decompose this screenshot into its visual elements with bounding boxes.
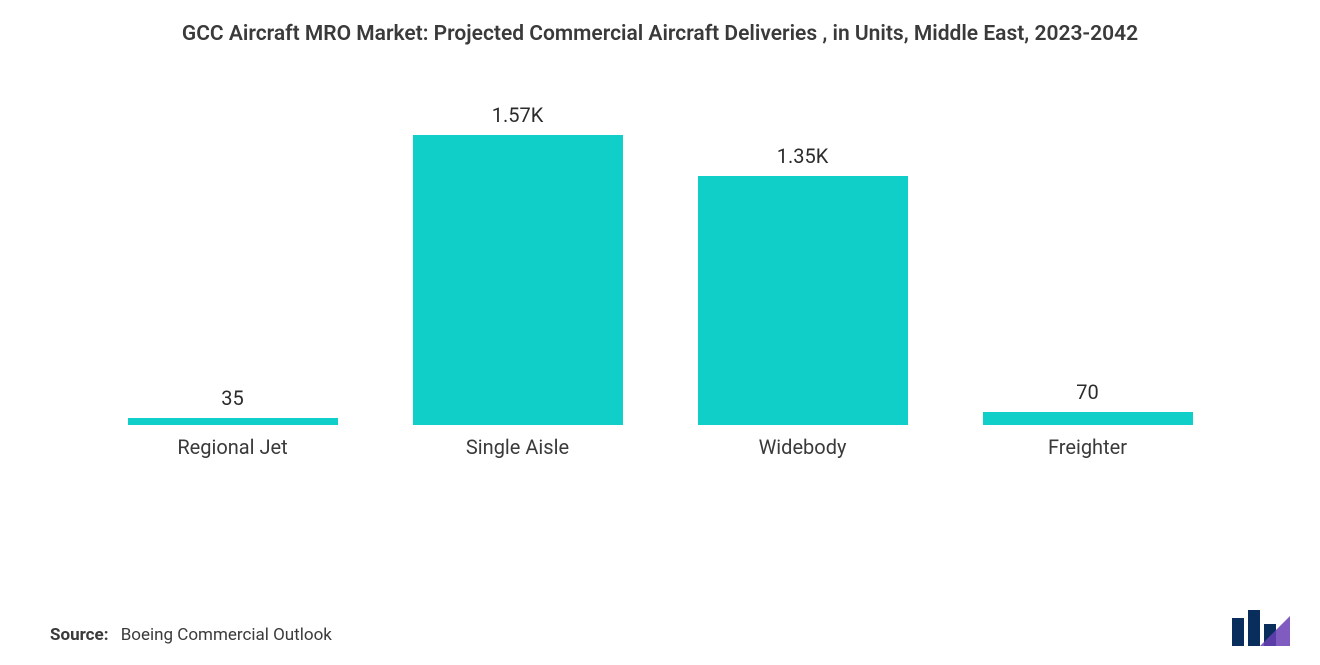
bar-rect [128,418,338,425]
source-line: Source: Boeing Commercial Outlook [50,625,332,645]
bar-group-widebody: 1.35K Widebody [695,89,910,459]
bar-rect [413,135,623,425]
bar-rect [983,412,1193,425]
bar-group-single-aisle: 1.57K Single Aisle [410,89,625,459]
bar-category-label: Single Aisle [466,435,569,459]
bar-group-freighter: 70 Freighter [980,89,1195,459]
bar-category-label: Freighter [1048,435,1127,459]
bar-category-label: Widebody [759,435,847,459]
chart-title: GCC Aircraft MRO Market: Projected Comme… [50,20,1270,49]
logo-bar-icon [1248,610,1260,646]
logo-bar-icon [1232,618,1244,646]
bar-value: 1.35K [777,144,829,168]
source-text: Boeing Commercial Outlook [121,625,332,645]
bar-value: 70 [1076,380,1098,404]
bar-value: 1.57K [492,103,544,127]
bar-rect [698,176,908,425]
bar-group-regional-jet: 35 Regional Jet [125,89,340,459]
bar-category-label: Regional Jet [177,435,287,459]
bar-value: 35 [221,386,243,410]
source-label: Source: [50,625,108,645]
chart-area: 35 Regional Jet 1.57K Single Aisle 1.35K… [80,89,1240,519]
brand-logo [1230,610,1290,650]
bars-row: 35 Regional Jet 1.57K Single Aisle 1.35K… [80,89,1240,459]
